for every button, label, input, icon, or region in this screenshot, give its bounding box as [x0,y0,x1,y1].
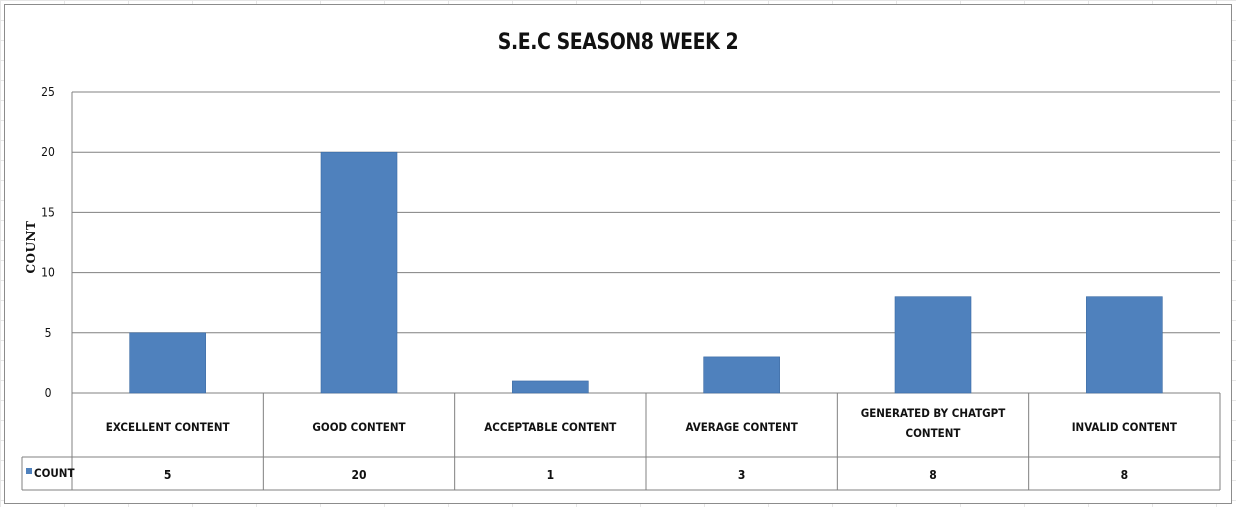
chart-title: S.E.C SEASON8 WEEK 2 [497,30,739,55]
data-table-value: 20 [351,468,366,482]
x-tick-label: EXCELLENT CONTENT [106,420,230,434]
y-tick-label: 15 [41,205,55,219]
data-table-value: 8 [929,468,937,482]
y-tick-label: 20 [41,145,55,159]
y-tick-label: 0 [45,386,52,400]
bar [512,380,589,394]
data-table-value: 1 [547,468,555,482]
y-tick-label: 25 [41,85,55,99]
bar [129,332,206,394]
data-table-value: 3 [738,468,746,482]
x-tick-label: INVALID CONTENT [1072,420,1177,434]
legend-label: COUNT [34,466,75,480]
legend-swatch [26,468,32,474]
x-tick-label: ACCEPTABLE CONTENT [484,420,616,434]
x-tick-label: GENERATED BY CHATGPT [861,406,1006,420]
x-tick-label: AVERAGE CONTENT [686,420,798,434]
data-table-value: 8 [1121,468,1129,482]
x-tick-label: CONTENT [906,426,961,440]
bar [703,356,780,394]
bar [1086,296,1163,394]
y-tick-label: 10 [41,266,55,280]
bar [894,296,972,394]
data-table-value: 5 [164,468,172,482]
bar [320,151,398,394]
chart-area[interactable] [4,4,1232,504]
y-tick-label: 5 [45,326,52,340]
x-tick-label: GOOD CONTENT [312,420,405,434]
